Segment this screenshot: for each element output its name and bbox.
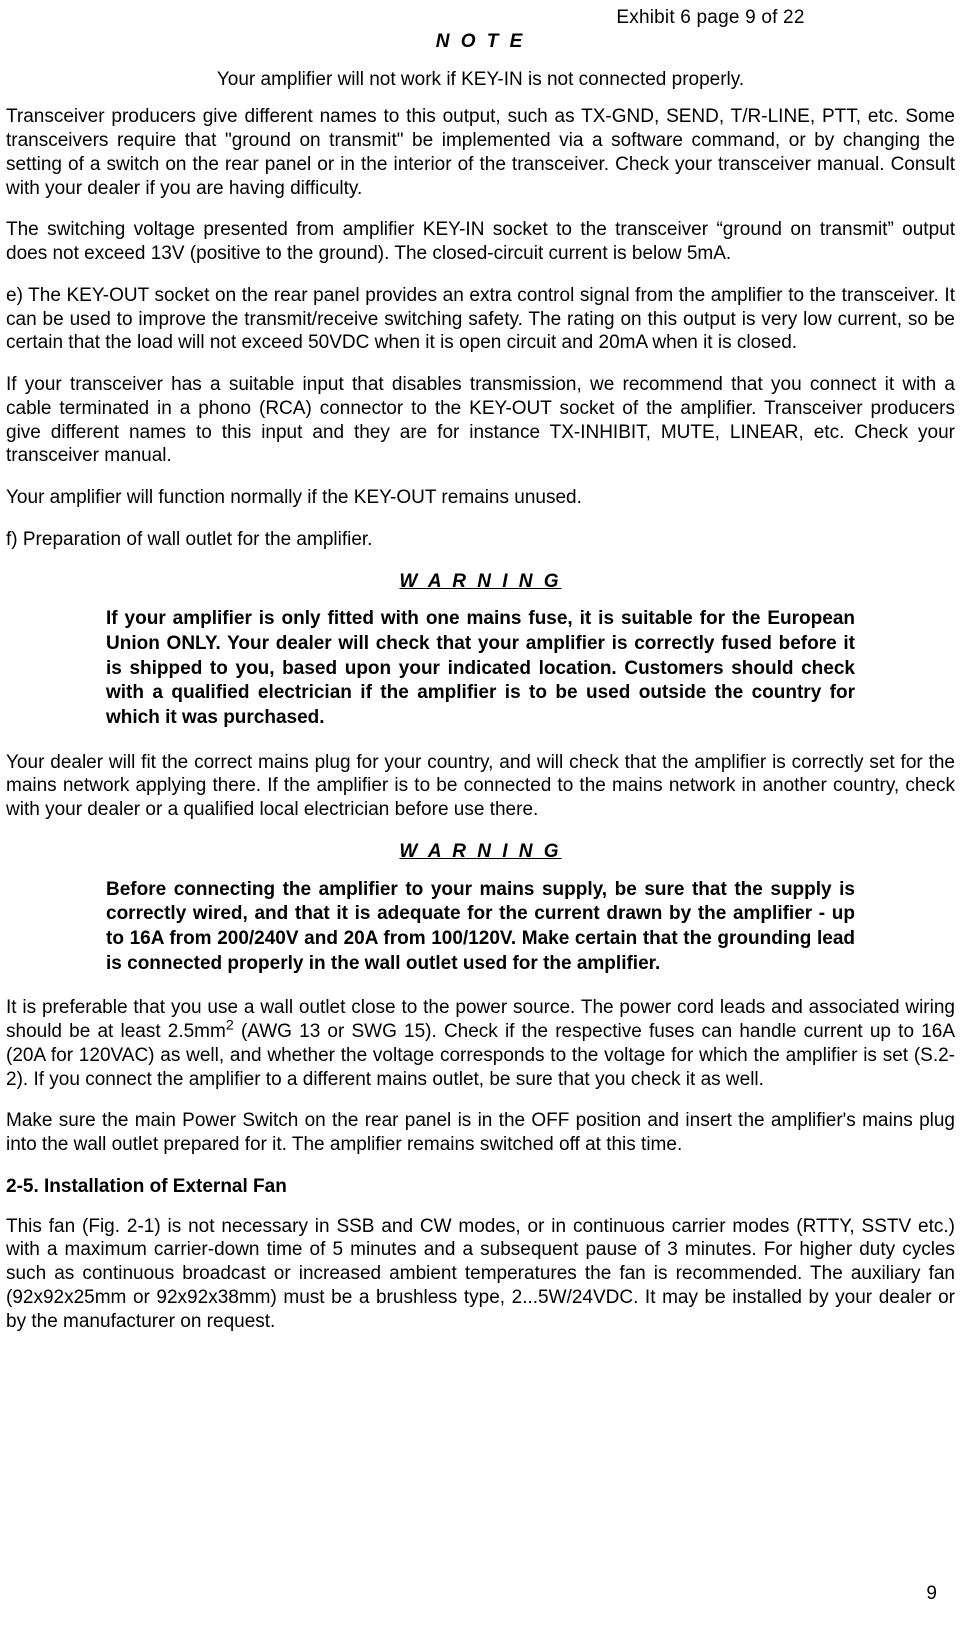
paragraph-4: If your transceiver has a suitable input… [6, 373, 955, 468]
paragraph-10: This fan (Fig. 2-1) is not necessary in … [6, 1215, 955, 1334]
paragraph-5: Your amplifier will function normally if… [6, 486, 955, 510]
paragraph-3: e) The KEY-OUT socket on the rear panel … [6, 284, 955, 355]
paragraph-1: Transceiver producers give different nam… [6, 105, 955, 200]
note-body: Your amplifier will not work if KEY-IN i… [6, 68, 955, 92]
paragraph-6: f) Preparation of wall outlet for the am… [6, 528, 955, 552]
exhibit-header: Exhibit 6 page 9 of 22 [6, 6, 955, 30]
warning-heading-1: W A R N I N G [6, 570, 955, 594]
note-heading: N O T E [6, 30, 955, 54]
paragraph-8: It is preferable that you use a wall out… [6, 996, 955, 1091]
warning-block-2: Before connecting the amplifier to your … [6, 878, 955, 977]
paragraph-2: The switching voltage presented from amp… [6, 218, 955, 266]
document-page: Exhibit 6 page 9 of 22 N O T E Your ampl… [0, 0, 967, 1652]
warning-block-1: If your amplifier is only fitted with on… [6, 607, 955, 730]
paragraph-7: Your dealer will fit the correct mains p… [6, 751, 955, 822]
warning-heading-2: W A R N I N G [6, 840, 955, 864]
superscript-2: 2 [226, 1018, 234, 1034]
section-heading-2-5: 2-5. Installation of External Fan [6, 1175, 955, 1199]
page-number: 9 [926, 1582, 937, 1606]
paragraph-9: Make sure the main Power Switch on the r… [6, 1109, 955, 1157]
